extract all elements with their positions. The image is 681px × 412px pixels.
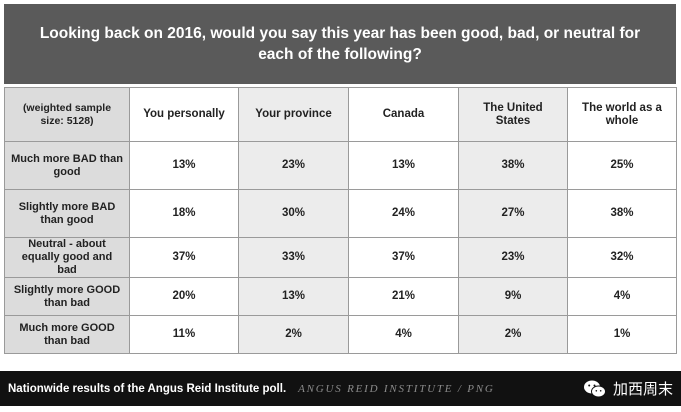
table-cell: 21% [348,277,459,316]
table-cell: 11% [129,315,239,354]
table-cell: 32% [567,237,677,278]
table-row: Slightly more BAD than good 18% 30% 24% … [4,189,677,238]
table-row: Much more GOOD than bad 11% 2% 4% 2% 1% [4,315,677,354]
table-cell: 37% [348,237,459,278]
table-cell: 4% [567,277,677,316]
table-cell: 38% [567,189,677,238]
table-cell: 2% [238,315,349,354]
sample-size-label: (weighted sample size: 5128) [4,87,130,142]
table-row: Much more BAD than good 13% 23% 13% 38% … [4,141,677,190]
column-header-canada: Canada [348,87,459,142]
photo-credit: ANGUS REID INSTITUTE / PNG [298,382,495,395]
table-cell: 23% [458,237,568,278]
column-header-world: The world as a whole [567,87,677,142]
table-cell: 18% [129,189,239,238]
row-label: Much more GOOD than bad [4,315,130,354]
table-cell: 9% [458,277,568,316]
results-table: (weighted sample size: 5128) You persona… [4,87,677,354]
column-header-you-personally: You personally [129,87,239,142]
question-title: Looking back on 2016, would you say this… [39,25,641,63]
wechat-icon [583,380,606,397]
table-cell: 37% [129,237,239,278]
table-cell: 13% [238,277,349,316]
watermark-text: 加西周末 [612,381,673,398]
table-row: Neutral - about equally good and bad 37%… [4,237,677,278]
table-cell: 27% [458,189,568,238]
wechat-watermark: 加西周末 [583,378,673,399]
table-cell: 13% [129,141,239,190]
column-header-united-states: The United States [458,87,568,142]
caption-bar: Nationwide results of the Angus Reid Ins… [0,371,681,406]
table-cell: 4% [348,315,459,354]
row-label: Slightly more GOOD than bad [4,277,130,316]
table-cell: 24% [348,189,459,238]
table-cell: 23% [238,141,349,190]
table-row: Slightly more GOOD than bad 20% 13% 21% … [4,277,677,316]
table-cell: 33% [238,237,349,278]
table-cell: 30% [238,189,349,238]
table-cell: 13% [348,141,459,190]
caption-text: Nationwide results of the Angus Reid Ins… [8,382,287,395]
row-label: Much more BAD than good [4,141,130,190]
table-cell: 2% [458,315,568,354]
table-cell: 1% [567,315,677,354]
row-label: Slightly more BAD than good [4,189,130,238]
table-cell: 38% [458,141,568,190]
column-header-your-province: Your province [238,87,349,142]
row-label: Neutral - about equally good and bad [4,237,130,278]
column-header-row: (weighted sample size: 5128) You persona… [4,87,677,142]
table-cell: 25% [567,141,677,190]
question-header: Looking back on 2016, would you say this… [4,4,676,84]
table-cell: 20% [129,277,239,316]
